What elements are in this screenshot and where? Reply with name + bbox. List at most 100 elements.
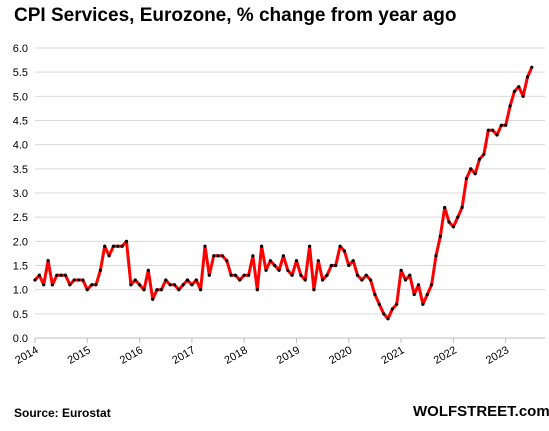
data-point [530, 65, 534, 69]
data-point [286, 268, 290, 272]
x-tick-label: 2015 [66, 344, 93, 367]
data-point [290, 273, 294, 277]
x-tick-label: 2016 [118, 344, 145, 367]
data-point [77, 278, 81, 282]
data-point [185, 278, 190, 282]
data-point [482, 152, 486, 156]
data-point [33, 278, 37, 282]
x-tick-label: 2022 [432, 344, 459, 367]
x-tick-label: 2018 [222, 344, 249, 367]
data-point [268, 259, 272, 263]
x-tick-label: 2017 [170, 344, 197, 367]
data-point [369, 278, 373, 282]
axes: 0.0 0.5 1.0 1.5 2.0 2.5 3.0 3.5 4.0 4.5 5.0 5.5 6.0 2… [13, 43, 545, 367]
y-tick-label: 2.5 [13, 212, 28, 224]
data-point [281, 254, 285, 258]
data-point [225, 259, 229, 263]
data-point [443, 205, 447, 210]
y-tick-label: 4.0 [13, 140, 28, 152]
data-point [294, 259, 299, 263]
data-point [190, 283, 194, 287]
data-point [521, 94, 525, 98]
data-point [412, 292, 416, 297]
y-tick-label: 6.0 [13, 43, 28, 55]
data-point [360, 278, 364, 282]
data-point [107, 254, 111, 258]
data-point [133, 278, 137, 282]
data-point [377, 302, 381, 306]
x-tick-label: 2020 [327, 344, 354, 367]
y-tick-label: 3.5 [13, 164, 28, 176]
data-point [347, 263, 351, 268]
data-point [273, 263, 277, 268]
data-point [212, 254, 216, 258]
data-point [308, 244, 312, 248]
data-point [299, 273, 303, 277]
data-point [94, 283, 98, 287]
y-tick-label: 0.0 [13, 333, 28, 345]
data-point [155, 288, 159, 292]
data-point [216, 254, 220, 258]
data-point [199, 288, 203, 292]
data-point [525, 75, 530, 79]
data-point [508, 104, 512, 108]
data-point [255, 288, 259, 292]
y-tick-label: 5.5 [13, 67, 28, 79]
data-point [425, 292, 429, 297]
data-point [177, 288, 181, 292]
data-point [247, 273, 251, 277]
data-point [68, 283, 72, 287]
data-point [207, 273, 211, 277]
data-point [421, 302, 425, 306]
y-tick-label: 2.0 [13, 236, 28, 248]
data-point [81, 278, 85, 282]
data-point [517, 85, 521, 89]
data-point [172, 283, 177, 287]
data-point [469, 167, 473, 171]
y-tick-label: 5.0 [13, 91, 28, 103]
data-point [460, 205, 464, 210]
series-layer [33, 65, 534, 321]
data-point [59, 273, 63, 277]
data-point [451, 225, 455, 229]
source-label: Source: Eurostat [14, 406, 111, 420]
data-point [303, 278, 307, 282]
data-point [364, 273, 368, 277]
data-point [334, 263, 338, 268]
data-point [390, 307, 394, 311]
data-point [72, 278, 76, 282]
data-point [264, 268, 268, 272]
data-point [512, 89, 517, 94]
data-point [98, 268, 102, 272]
data-point [416, 283, 421, 287]
data-point [85, 288, 89, 292]
x-tick-label: 2019 [275, 344, 302, 367]
data-point [220, 254, 224, 258]
x-tick-label: 2023 [484, 344, 511, 367]
data-point [120, 244, 124, 248]
data-point [251, 254, 255, 258]
data-point [277, 268, 281, 272]
data-point [42, 283, 46, 287]
x-tick-label: 2021 [379, 344, 406, 367]
data-point [260, 244, 264, 248]
data-point [491, 128, 495, 132]
data-point [325, 273, 329, 277]
gridlines [35, 47, 545, 315]
data-point [46, 259, 50, 263]
y-tick-label: 3.0 [13, 188, 28, 200]
data-point [495, 133, 499, 137]
data-point [242, 273, 246, 277]
data-point [203, 244, 207, 248]
data-point [486, 128, 490, 132]
data-point [342, 249, 346, 253]
data-point [447, 220, 451, 224]
data-point [355, 273, 360, 277]
data-point [438, 234, 442, 239]
data-point [329, 263, 333, 268]
data-point [124, 239, 129, 243]
data-point [151, 297, 155, 301]
data-point [111, 244, 115, 248]
data-point [403, 278, 408, 282]
